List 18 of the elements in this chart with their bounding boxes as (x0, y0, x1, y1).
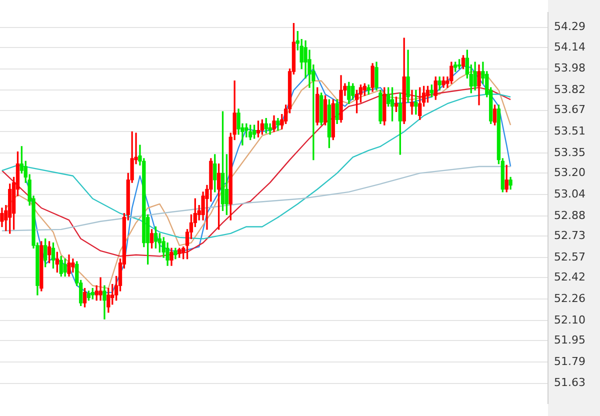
y-tick-label: 53.51 (554, 124, 586, 138)
y-tick-label: 52.57 (554, 250, 586, 264)
y-tick-label: 52.73 (554, 228, 586, 242)
y-tick-label: 53.98 (554, 62, 586, 75)
y-tick-label: 51.79 (554, 354, 586, 368)
y-tick-label: 53.20 (554, 166, 586, 180)
y-tick-label: 51.95 (554, 333, 586, 346)
y-tick-label: 53.35 (554, 146, 586, 159)
y-tick-label: 53.04 (554, 187, 586, 200)
y-tick-label: 54.29 (554, 20, 586, 34)
y-tick-label: 52.26 (554, 292, 586, 305)
y-tick-label: 53.82 (554, 83, 586, 96)
y-tick-label: 52.88 (554, 208, 586, 222)
y-tick-label: 52.10 (554, 313, 586, 326)
y-tick-label: 52.42 (554, 270, 586, 284)
y-tick-label: 54.14 (554, 40, 586, 54)
y-tick-label: 51.63 (554, 376, 586, 390)
y-tick-label: 53.67 (554, 103, 586, 116)
